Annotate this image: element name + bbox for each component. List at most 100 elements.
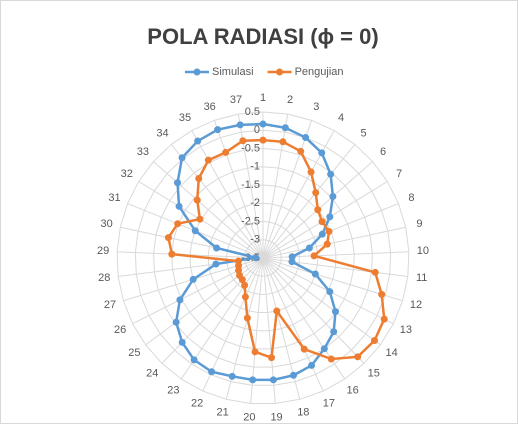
- marker: [305, 244, 313, 252]
- category-label: 21: [217, 407, 229, 419]
- marker: [212, 260, 220, 268]
- marker: [168, 250, 176, 258]
- category-label: 5: [360, 127, 366, 139]
- marker: [327, 355, 335, 363]
- category-label: 4: [338, 112, 344, 124]
- marker: [378, 290, 386, 298]
- legend-label: Pengujian: [295, 66, 344, 78]
- category-label: 23: [167, 384, 179, 396]
- category-label: 12: [410, 299, 422, 311]
- category-label: 6: [380, 146, 386, 158]
- spoke: [262, 181, 388, 259]
- marker: [175, 202, 183, 210]
- marker: [269, 376, 277, 384]
- category-label: 37: [230, 94, 242, 106]
- marker: [320, 345, 328, 353]
- marker: [310, 252, 318, 260]
- spoke: [262, 257, 408, 278]
- category-label: 14: [386, 347, 398, 359]
- marker: [312, 189, 320, 197]
- y-tick-label: 0.5: [245, 106, 260, 118]
- marker: [380, 315, 388, 323]
- marker: [164, 234, 172, 242]
- spoke: [145, 257, 264, 346]
- marker: [213, 244, 221, 252]
- chart-title: POLA RADIASI (ϕ = 0): [147, 24, 378, 49]
- marker: [302, 134, 310, 142]
- category-label: 13: [400, 324, 412, 336]
- marker: [204, 156, 212, 164]
- marker: [214, 126, 222, 134]
- marker: [267, 354, 275, 362]
- marker: [354, 353, 362, 361]
- marker: [252, 254, 260, 262]
- marker: [300, 345, 308, 353]
- marker: [235, 266, 243, 274]
- category-label: 31: [108, 192, 120, 204]
- category-label: 29: [97, 245, 109, 257]
- grid-ring: [116, 111, 410, 404]
- marker: [222, 148, 230, 156]
- marker: [307, 168, 315, 176]
- marker: [371, 268, 379, 276]
- grid-ring: [134, 129, 392, 386]
- category-label: 16: [346, 384, 358, 396]
- marker: [174, 220, 182, 228]
- marker: [329, 193, 337, 201]
- spoke: [262, 257, 381, 346]
- spoke: [191, 130, 264, 259]
- spoke: [262, 114, 289, 259]
- grid-ring: [244, 239, 282, 277]
- marker: [243, 314, 251, 322]
- marker: [178, 154, 186, 162]
- marker: [290, 371, 298, 379]
- marker: [326, 213, 334, 221]
- y-tick-label: 0: [254, 124, 260, 136]
- y-tick-label: -0.5: [241, 142, 260, 154]
- marker: [331, 308, 339, 316]
- marker: [323, 240, 331, 248]
- spoke: [262, 226, 406, 259]
- marker: [190, 356, 198, 364]
- marker: [241, 281, 249, 289]
- marker: [176, 296, 184, 304]
- category-label: 3: [313, 101, 319, 113]
- marker: [234, 257, 242, 265]
- spoke: [262, 257, 365, 364]
- marker: [326, 288, 334, 296]
- category-label: 33: [137, 146, 149, 158]
- category-label: 20: [243, 411, 255, 423]
- marker: [249, 376, 257, 384]
- marker: [297, 147, 305, 155]
- spoke: [170, 144, 264, 259]
- category-label: 27: [104, 299, 116, 311]
- marker: [191, 227, 199, 235]
- grid-ring: [226, 220, 300, 295]
- marker: [196, 215, 204, 223]
- category-label: 24: [146, 367, 158, 379]
- marker: [288, 253, 296, 261]
- spoke: [262, 144, 356, 259]
- y-tick-label: -1.5: [241, 179, 260, 191]
- category-label: 36: [204, 101, 216, 113]
- marker: [318, 218, 326, 226]
- spoke: [262, 120, 313, 259]
- category-label: 32: [121, 168, 133, 180]
- marker: [195, 174, 203, 182]
- marker: [236, 121, 244, 129]
- category-label: 18: [297, 407, 309, 419]
- grid-ring: [153, 147, 373, 368]
- category-label: 17: [323, 398, 335, 410]
- y-tick-label: -2: [250, 197, 260, 209]
- category-label: 34: [156, 127, 168, 139]
- marker: [174, 179, 182, 187]
- marker: [281, 124, 289, 132]
- grid-ring: [207, 202, 319, 314]
- spoke: [213, 120, 264, 259]
- marker: [178, 338, 186, 346]
- marker: [327, 170, 335, 178]
- marker: [208, 368, 216, 376]
- category-label: 30: [100, 218, 112, 230]
